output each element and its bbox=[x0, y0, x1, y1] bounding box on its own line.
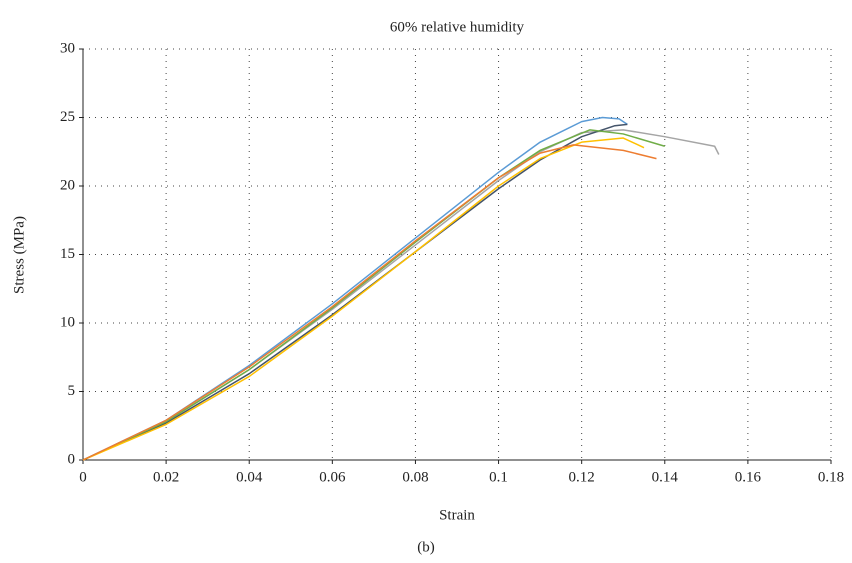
x-tick-label: 0.12 bbox=[569, 469, 595, 485]
data-line bbox=[82, 116, 628, 461]
y-tick-label: 5 bbox=[68, 383, 76, 399]
x-tick-label: 0.14 bbox=[652, 469, 679, 485]
y-tick-label: 30 bbox=[60, 40, 75, 56]
y-axis-label: Stress (MPa) bbox=[11, 216, 27, 294]
y-tick-label: 0 bbox=[68, 451, 76, 467]
x-tick-label: 0.06 bbox=[319, 469, 346, 485]
chart-title: 60% relative humidity bbox=[390, 19, 525, 35]
y-tick-label: 15 bbox=[60, 246, 75, 262]
x-tick-label: 0.18 bbox=[818, 469, 844, 485]
x-tick-label: 0.04 bbox=[236, 469, 263, 485]
data-line bbox=[82, 137, 645, 461]
x-tick-label: 0 bbox=[79, 469, 87, 485]
y-tick-label: 25 bbox=[60, 109, 75, 125]
data-line bbox=[82, 144, 657, 461]
caption: (b) bbox=[417, 539, 435, 555]
y-tick-label: 10 bbox=[60, 314, 75, 330]
x-tick-label: 0.16 bbox=[735, 469, 762, 485]
x-tick-label: 0.02 bbox=[153, 469, 179, 485]
y-tick-label: 20 bbox=[60, 177, 75, 193]
data-line bbox=[82, 129, 665, 461]
x-tick-label: 0.1 bbox=[489, 469, 508, 485]
x-tick-label: 0.08 bbox=[402, 469, 428, 485]
data-line bbox=[82, 129, 720, 461]
x-axis-label: Strain bbox=[439, 507, 475, 523]
